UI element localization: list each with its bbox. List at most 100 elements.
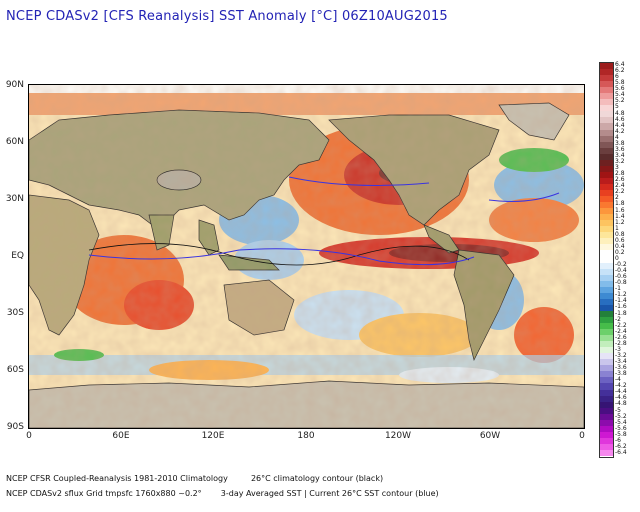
- colorbar-tick-label: -6.2: [615, 442, 627, 450]
- lon-label-0-left: 0: [26, 431, 32, 441]
- colorbar-segment: [600, 419, 613, 426]
- colorbar-segment: [600, 177, 613, 184]
- colorbar-tick-label: -2.2: [615, 321, 627, 329]
- colorbar-segment: [600, 147, 613, 154]
- colorbar-tick-label: -0.4: [615, 267, 627, 275]
- colorbar: [599, 62, 614, 458]
- colorbar-segment: [600, 359, 613, 366]
- footer-climatology: NCEP CFSR Coupled-Reanalysis 1981-2010 C…: [6, 474, 383, 483]
- colorbar-tick-label: 5.6: [615, 85, 625, 93]
- colorbar-segment: [600, 93, 613, 100]
- colorbar-segment: [600, 298, 613, 305]
- colorbar-segment: [600, 353, 613, 360]
- colorbar-segment: [600, 329, 613, 336]
- colorbar-segment: [600, 274, 613, 281]
- colorbar-segment: [600, 87, 613, 94]
- colorbar-segment: [600, 123, 613, 130]
- colorbar-tick-label: -2.6: [615, 333, 627, 341]
- colorbar-tick-label: 2.8: [615, 170, 625, 178]
- colorbar-tick-label: -1.6: [615, 303, 627, 311]
- colorbar-segment: [600, 244, 613, 251]
- colorbar-tick-label: 5.2: [615, 97, 625, 105]
- colorbar-segment: [600, 202, 613, 209]
- colorbar-tick-label: -1.4: [615, 297, 627, 305]
- colorbar-segment: [600, 214, 613, 221]
- colorbar-segment: [600, 238, 613, 245]
- lat-label-90s: 90S: [6, 422, 24, 432]
- colorbar-segment: [600, 189, 613, 197]
- colorbar-tick-label: -5.2: [615, 412, 627, 420]
- sst-anomaly-field: [29, 85, 584, 383]
- colorbar-tick-label: 6.2: [615, 67, 625, 75]
- colorbar-tick-label: -2: [615, 315, 621, 323]
- colorbar-segment: [600, 75, 613, 82]
- colorbar-tick-label: 1.2: [615, 218, 625, 226]
- colorbar-segment: [600, 323, 613, 330]
- colorbar-tick-label: -5.8: [615, 430, 627, 438]
- colorbar-segment: [600, 226, 613, 233]
- footer-grid-source: NCEP CDASv2 sflux Grid tmpsfc 1760x880 ~…: [6, 489, 202, 498]
- colorbar-segment: [600, 208, 613, 215]
- colorbar-tick-label: 1.6: [615, 206, 625, 214]
- colorbar-segment: [600, 280, 613, 287]
- colorbar-segment: [600, 165, 613, 172]
- colorbar-tick-label: 0.2: [615, 248, 625, 256]
- colorbar-segment: [600, 377, 613, 384]
- colorbar-tick-label: -3: [615, 345, 621, 353]
- colorbar-tick-label: 6.4: [615, 61, 625, 69]
- footer-current-contour: 3-day Averaged SST | Current 26°C SST co…: [220, 489, 439, 498]
- colorbar-tick-label: 3.4: [615, 151, 625, 159]
- map-title: NCEP CDASv2 [CFS Reanalysis] SST Anomaly…: [6, 9, 448, 24]
- colorbar-tick-label: -5.6: [615, 424, 627, 432]
- colorbar-tick-label: -6: [615, 436, 621, 444]
- colorbar-tick-label: -4.2: [615, 382, 627, 390]
- colorbar-tick-label: -0.8: [615, 279, 627, 287]
- colorbar-tick-label: -0.6: [615, 273, 627, 281]
- colorbar-segment: [600, 262, 613, 269]
- colorbar-tick-label: -4.8: [615, 400, 627, 408]
- colorbar-tick-label: 5: [615, 103, 619, 111]
- lat-label-30s: 30S: [6, 308, 24, 318]
- land-masses: [29, 102, 584, 428]
- colorbar-segment: [600, 220, 613, 227]
- colorbar-tick-label: 1.8: [615, 200, 625, 208]
- colorbar-segment: [600, 135, 613, 142]
- colorbar-tick-label: -0.2: [615, 261, 627, 269]
- colorbar-tick-label: -1: [615, 285, 621, 293]
- lat-label-90n: 90N: [5, 80, 24, 90]
- map-canvas: [29, 85, 584, 428]
- climatology-contour: [88, 243, 470, 266]
- colorbar-segment: [600, 286, 613, 293]
- colorbar-tick-label: 2: [615, 194, 619, 202]
- colorbar-segment: [600, 389, 613, 396]
- colorbar-segment: [600, 292, 613, 299]
- colorbar-segment: [600, 316, 613, 324]
- colorbar-segment: [600, 69, 613, 76]
- colorbar-tick-label: 2.2: [615, 188, 625, 196]
- colorbar-tick-label: 4.8: [615, 109, 625, 117]
- footer-climatology-contour: 26°C climatology contour (black): [250, 474, 384, 483]
- colorbar-tick-label: 1.4: [615, 212, 625, 220]
- lat-label-eq: EQ: [11, 251, 24, 261]
- colorbar-tick-label: 2.4: [615, 182, 625, 190]
- colorbar-segment: [600, 395, 613, 402]
- colorbar-tick-label: -3.6: [615, 364, 627, 372]
- colorbar-segment: [600, 407, 613, 414]
- current-sst-contour: [88, 176, 560, 266]
- colorbar-tick-label: -5: [615, 406, 621, 414]
- colorbar-segment: [600, 425, 613, 432]
- colorbar-tick-label: 3.8: [615, 139, 625, 147]
- colorbar-segment: [600, 304, 613, 311]
- colorbar-tick-label: 2.6: [615, 176, 625, 184]
- colorbar-tick-label: -1.2: [615, 291, 627, 299]
- colorbar-segment: [600, 450, 613, 457]
- colorbar-tick-label: 0.4: [615, 242, 625, 250]
- colorbar-segment: [600, 341, 613, 348]
- colorbar-tick-label: -3.8: [615, 370, 627, 378]
- colorbar-tick-label: -3.2: [615, 351, 627, 359]
- colorbar-tick-label: 6: [615, 73, 619, 81]
- footer-climatology-source: NCEP CFSR Coupled-Reanalysis 1981-2010 C…: [6, 474, 228, 483]
- colorbar-tick-label: 5.4: [615, 91, 625, 99]
- colorbar-segment: [600, 81, 613, 88]
- colorbar-segment: [600, 99, 613, 106]
